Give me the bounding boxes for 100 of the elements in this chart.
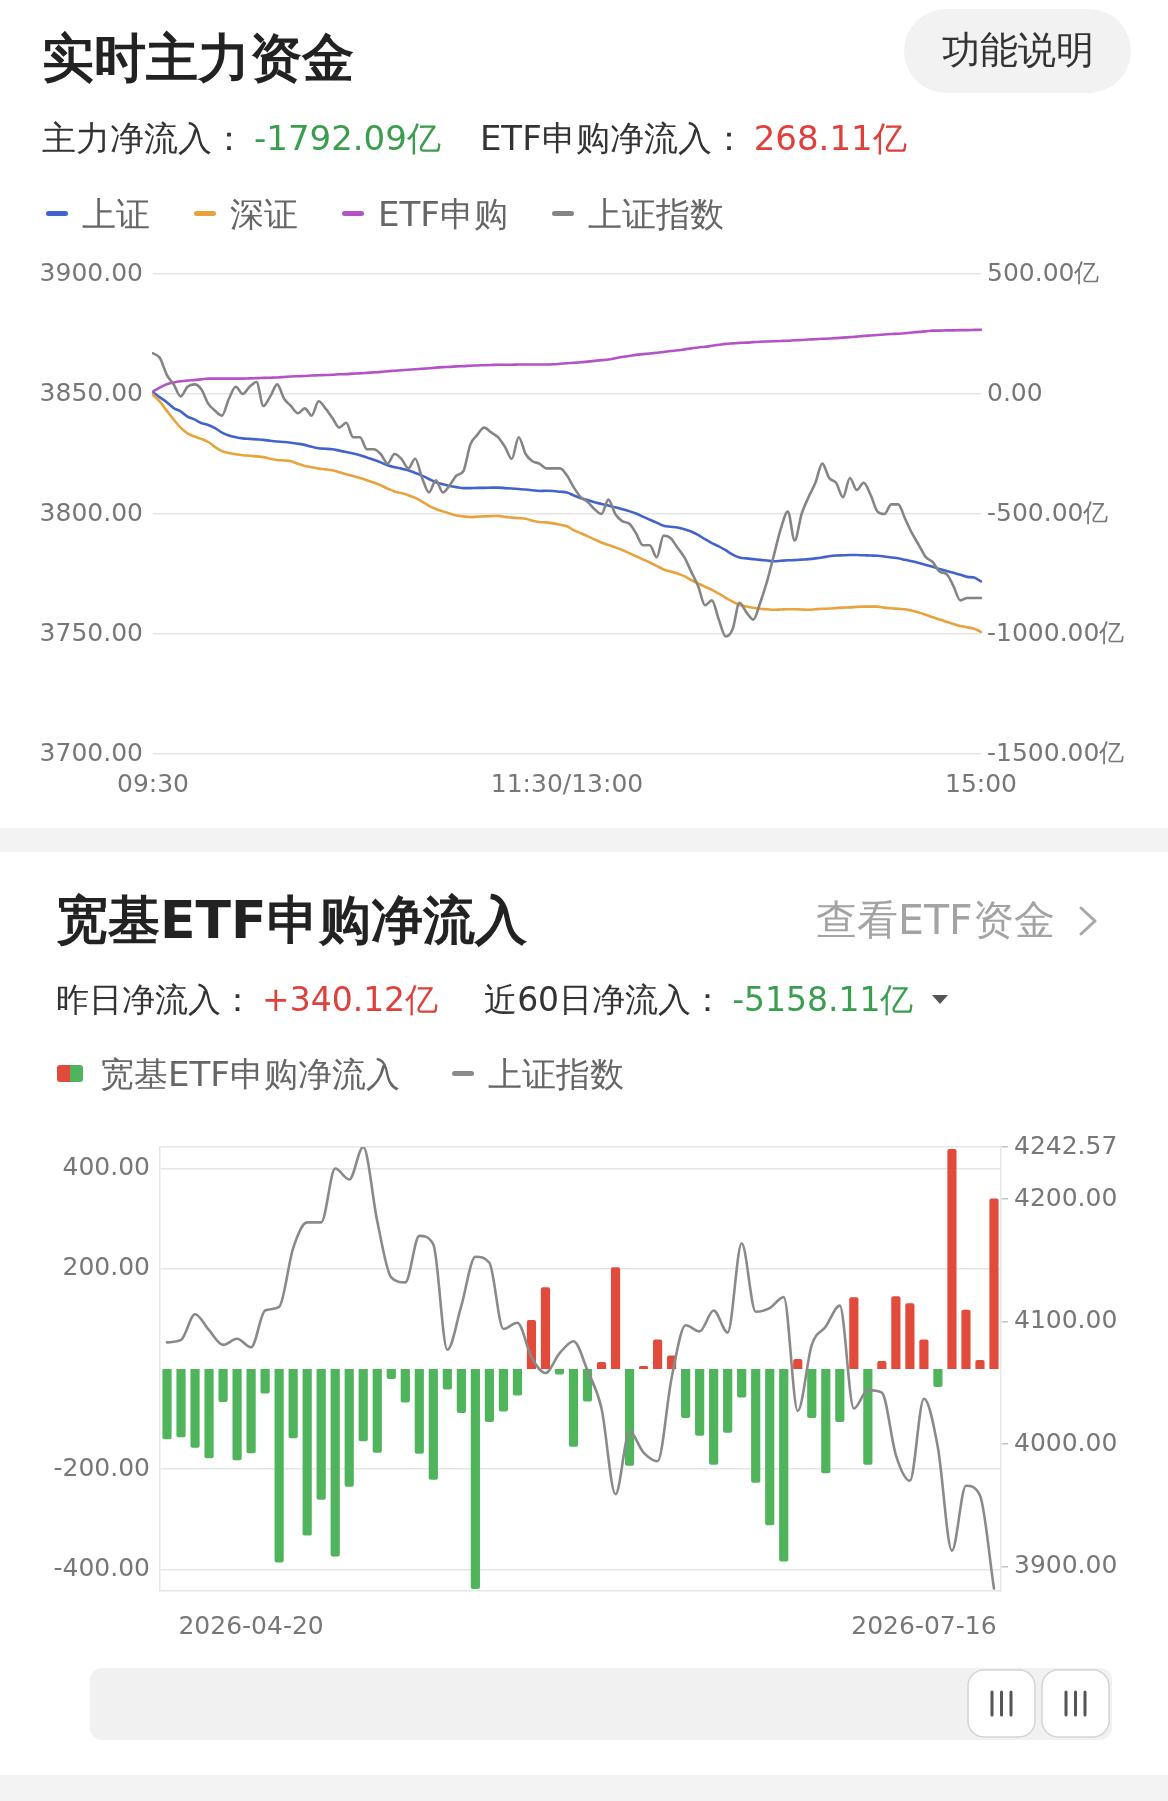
text: +340.12亿 bbox=[262, 980, 439, 1020]
bar bbox=[162, 1369, 172, 1440]
bar bbox=[498, 1369, 508, 1412]
legend-label: 宽基ETF申购净流入 bbox=[100, 1053, 400, 1095]
bar bbox=[470, 1369, 480, 1589]
y2-tick-label: 4000.00 bbox=[1014, 1427, 1118, 1457]
y2-tick-label: 4200.00 bbox=[1014, 1182, 1118, 1212]
bar bbox=[681, 1369, 691, 1419]
bar bbox=[204, 1369, 214, 1459]
x-tick-label: 15:00 bbox=[944, 768, 1018, 798]
bar bbox=[919, 1339, 929, 1369]
x-tick-label: 2026-07-16 bbox=[851, 1610, 997, 1640]
bar bbox=[807, 1369, 817, 1419]
y-tick-label: 200.00 bbox=[62, 1252, 150, 1282]
bar bbox=[512, 1369, 523, 1396]
y-tick-label: 3800.00 bbox=[39, 497, 143, 527]
bar bbox=[863, 1369, 873, 1465]
bar bbox=[568, 1369, 579, 1447]
text: 主力净流入： bbox=[42, 117, 246, 159]
bar bbox=[386, 1369, 396, 1380]
y-tick-label: 3900.00 bbox=[39, 257, 143, 287]
bar bbox=[260, 1369, 270, 1394]
bar bbox=[288, 1369, 298, 1439]
bar bbox=[176, 1369, 186, 1438]
bar bbox=[358, 1369, 368, 1442]
bar bbox=[414, 1369, 424, 1454]
x-tick-label: 2026-04-20 bbox=[178, 1610, 324, 1640]
legend-label: 上证 bbox=[82, 193, 150, 235]
bar bbox=[835, 1369, 845, 1423]
text: 昨日净流入： bbox=[56, 980, 254, 1020]
legend-label: 深证 bbox=[230, 193, 298, 235]
bar bbox=[793, 1358, 803, 1369]
bar bbox=[723, 1369, 733, 1433]
y-tick-label: -400.00 bbox=[53, 1552, 150, 1582]
bar bbox=[933, 1369, 943, 1388]
x-tick-label: 09:30 bbox=[116, 768, 190, 798]
bar bbox=[596, 1361, 607, 1369]
bar bbox=[975, 1359, 985, 1369]
bar bbox=[540, 1287, 551, 1369]
line-series bbox=[151, 351, 983, 638]
bar bbox=[709, 1369, 719, 1465]
chart-title: 实时主力资金 bbox=[42, 26, 354, 90]
line-series bbox=[151, 328, 983, 393]
bar bbox=[695, 1369, 705, 1436]
line-series bbox=[165, 1147, 996, 1590]
line-series bbox=[151, 391, 983, 583]
legend-label: 上证指数 bbox=[587, 193, 724, 235]
bar bbox=[947, 1149, 957, 1369]
bar bbox=[779, 1369, 789, 1562]
bar bbox=[316, 1369, 326, 1500]
bar bbox=[751, 1369, 761, 1483]
y2-tick-label: -1000.00亿 bbox=[987, 617, 1125, 647]
bar bbox=[877, 1360, 887, 1369]
bar bbox=[765, 1369, 775, 1526]
bar bbox=[653, 1339, 663, 1369]
text: 近60日净流入： bbox=[484, 980, 725, 1020]
bar bbox=[610, 1267, 621, 1369]
y-tick-label: 3850.00 bbox=[39, 377, 143, 407]
bar bbox=[190, 1369, 200, 1448]
y2-tick-label: 500.00亿 bbox=[987, 257, 1100, 287]
bar bbox=[330, 1369, 340, 1557]
bar bbox=[428, 1369, 438, 1480]
text: ETF申购净流入： bbox=[479, 117, 746, 159]
bar bbox=[246, 1369, 256, 1454]
bar bbox=[624, 1369, 635, 1466]
bar bbox=[344, 1369, 354, 1487]
bar bbox=[905, 1303, 915, 1369]
bar bbox=[989, 1198, 999, 1369]
bar bbox=[821, 1369, 831, 1474]
bar bbox=[456, 1369, 466, 1414]
y-tick-label: 400.00 bbox=[62, 1152, 150, 1182]
text: 268.11亿 bbox=[753, 117, 907, 159]
y2-tick-label: 0.00 bbox=[987, 377, 1043, 407]
bar bbox=[302, 1369, 312, 1536]
y2-tick-label: -1500.00亿 bbox=[987, 737, 1125, 767]
y-tick-label: 3750.00 bbox=[39, 617, 143, 647]
bar bbox=[218, 1369, 228, 1403]
y2-tick-label: -500.00亿 bbox=[987, 497, 1109, 527]
text: 功能说明 bbox=[941, 28, 1094, 74]
bar bbox=[372, 1369, 382, 1453]
bar bbox=[232, 1369, 242, 1461]
legend-label: 上证指数 bbox=[487, 1053, 624, 1095]
chart-title: 宽基ETF申购净流入 bbox=[56, 888, 527, 952]
y-tick-label: 3700.00 bbox=[39, 737, 143, 767]
text: -1792.09亿 bbox=[254, 117, 441, 159]
bar bbox=[961, 1309, 971, 1369]
bar bbox=[484, 1369, 494, 1423]
bar bbox=[891, 1296, 901, 1369]
bar bbox=[737, 1369, 747, 1398]
line-series bbox=[151, 393, 983, 634]
legend-label: ETF申购 bbox=[378, 193, 508, 235]
bar bbox=[849, 1297, 859, 1369]
bar bbox=[442, 1369, 452, 1390]
y2-tick-label: 4100.00 bbox=[1014, 1305, 1118, 1335]
text: 查看ETF资金 bbox=[816, 896, 1055, 946]
x-tick-label: 11:30/13:00 bbox=[490, 768, 644, 798]
bar bbox=[274, 1369, 284, 1563]
y-tick-label: -200.00 bbox=[53, 1452, 150, 1482]
bar bbox=[400, 1369, 410, 1403]
y2-tick-label: 4242.57 bbox=[1014, 1130, 1118, 1160]
